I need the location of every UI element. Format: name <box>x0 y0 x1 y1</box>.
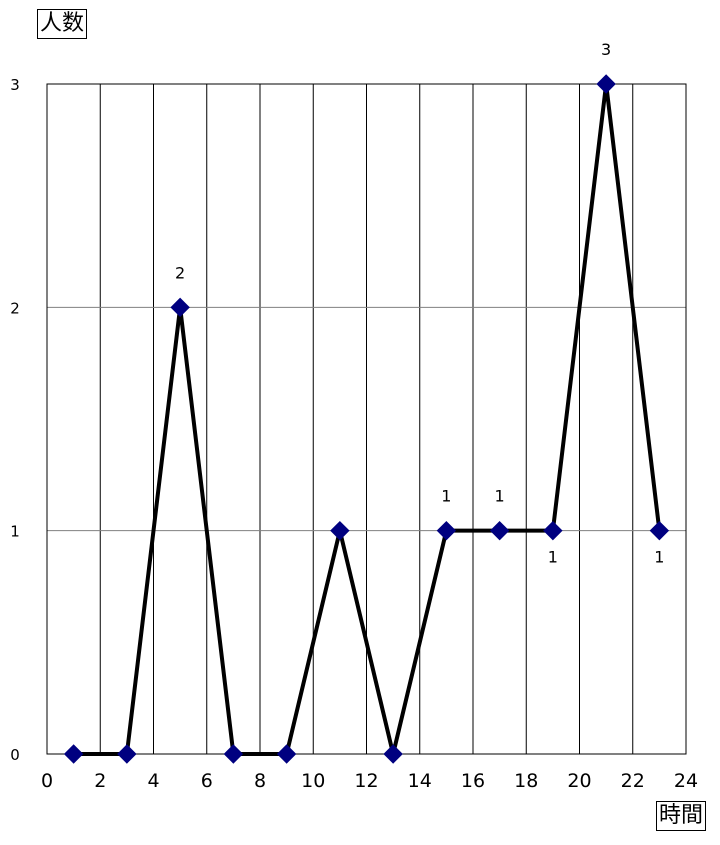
series-line <box>73 83 662 756</box>
data-point-marker <box>330 520 350 541</box>
data-point-marker <box>596 74 616 94</box>
y-tick-label: 2 <box>10 299 20 317</box>
data-point-marker <box>649 520 670 541</box>
y-tick-label: 3 <box>10 76 20 94</box>
data-label: 2 <box>175 263 185 282</box>
data-label: 1 <box>495 487 505 506</box>
data-point-marker <box>383 744 403 764</box>
x-tick-label: 14 <box>408 770 432 792</box>
data-point-marker <box>543 520 563 541</box>
x-tick-label: 10 <box>301 770 325 792</box>
data-label: 1 <box>654 548 664 567</box>
x-tick-label: 4 <box>147 770 159 792</box>
data-point-marker <box>489 520 510 541</box>
plot-area-border <box>46 83 687 755</box>
data-point-marker <box>276 744 297 764</box>
data-point-marker <box>170 297 190 318</box>
data-point-marker <box>117 744 137 764</box>
x-tick-label: 6 <box>201 770 213 792</box>
y-axis-title: 人数 <box>37 9 88 39</box>
x-tick-label: 8 <box>254 770 266 792</box>
data-point-marker <box>223 744 244 764</box>
x-tick-label: 16 <box>461 770 485 792</box>
y-tick-label: 1 <box>10 523 20 541</box>
x-tick-label: 2 <box>94 770 106 792</box>
data-label: 1 <box>548 548 558 567</box>
x-tick-label: 0 <box>41 770 53 792</box>
x-tick-label: 24 <box>674 770 698 792</box>
y-tick-label: 0 <box>10 746 20 764</box>
data-label: 1 <box>441 487 451 506</box>
data-point-marker <box>436 520 457 541</box>
x-tick-label: 20 <box>567 770 591 792</box>
x-tick-label: 18 <box>514 770 538 792</box>
x-axis-title: 時間 <box>656 801 707 831</box>
data-point-marker <box>63 744 84 764</box>
x-tick-label: 12 <box>354 770 378 792</box>
data-label: 3 <box>601 40 611 59</box>
x-tick-label: 22 <box>621 770 645 792</box>
